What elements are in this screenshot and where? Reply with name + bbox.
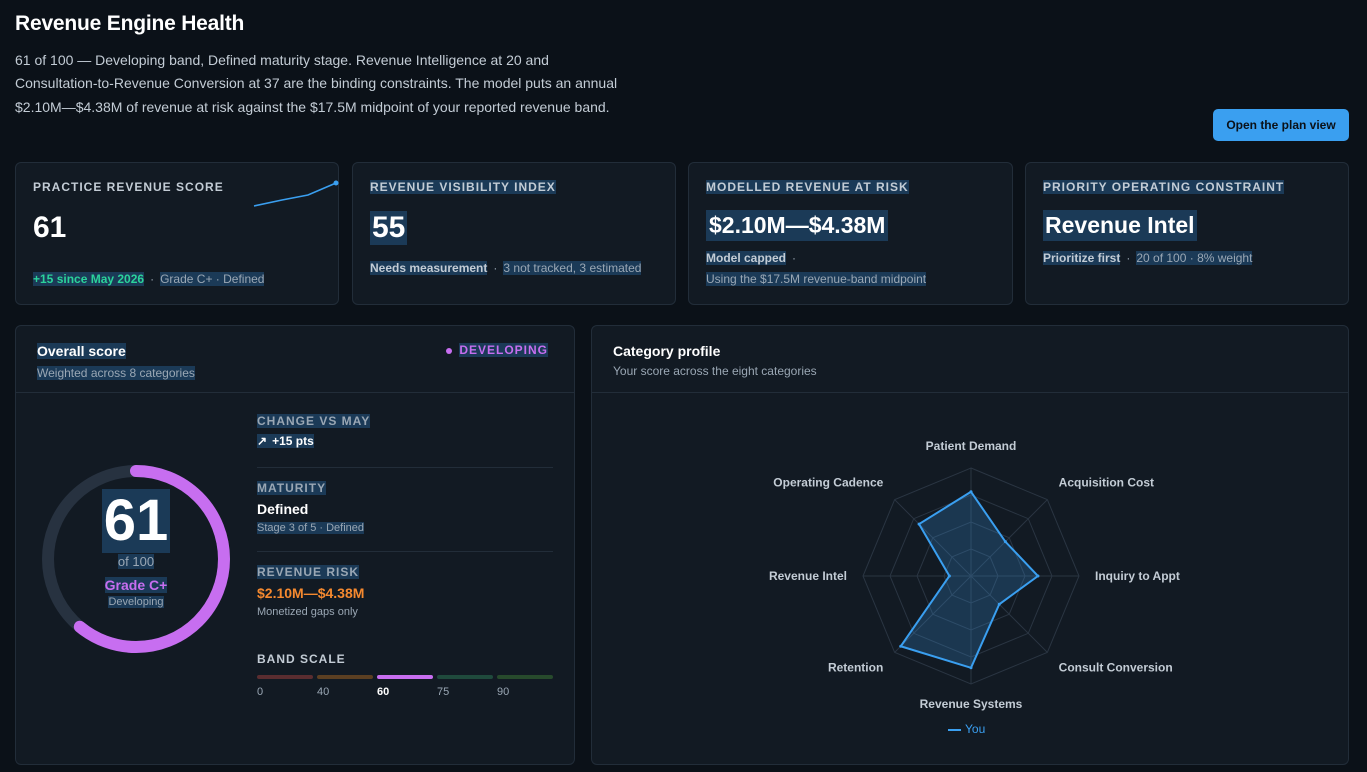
overall-score-value: 61: [101, 488, 171, 553]
kpi-label: MODELLED REVENUE AT RISK: [706, 180, 909, 194]
status-dot-icon: [446, 347, 453, 354]
kpi-delta: +15 since May 2026: [33, 272, 145, 286]
radar-point-operating-cadence: [917, 522, 921, 526]
radar-point-patient-demand: [969, 490, 973, 494]
maturity-value: Defined: [257, 501, 309, 517]
kpi-meta: Grade C+ · Defined: [160, 272, 265, 286]
kpi-label: PRIORITY OPERATING CONSTRAINT: [1043, 180, 1285, 194]
radar-axis-label: Inquiry to Appt: [1095, 569, 1180, 583]
band-bar-60: [377, 675, 433, 679]
radar-point-revenue-systems: [969, 666, 973, 670]
band-bar-40: [317, 675, 373, 679]
kpi-meta-line: Needs measurement · 3 not tracked, 3 estim…: [370, 261, 642, 275]
kpi-status: Model capped: [706, 251, 787, 265]
kpi-meta-line: Prioritize first · 20 of 100 · 8% weight: [1043, 251, 1253, 265]
radar-point-inquiry-to-appt: [1036, 574, 1040, 578]
page-title: Revenue Engine Health: [15, 12, 245, 35]
kpi-label: PRACTICE REVENUE SCORE: [33, 180, 224, 194]
scale-tick: 90: [497, 686, 510, 698]
change-value: ↗ +15 pts: [257, 434, 314, 448]
radar-axis-label: Retention: [828, 661, 883, 675]
score-ring-graphic: [42, 465, 230, 653]
ring-progress: [42, 465, 230, 653]
change-stat: CHANGE VS MAY ↗ +15 pts: [257, 414, 371, 448]
divider: [257, 551, 553, 552]
panel-title: Overall score: [37, 343, 126, 359]
divider: [257, 467, 553, 468]
kpi-card-practice-score: PRACTICE REVENUE SCORE 61 +15 since May …: [15, 162, 339, 305]
kpi-meta: 3 not tracked, 3 estimated: [503, 261, 642, 275]
band-label: Developing: [108, 596, 164, 608]
kpi-card-visibility: REVENUE VISIBILITY INDEX 55 Needs measur…: [352, 162, 676, 305]
kpi-value: $2.10M—$4.38M: [706, 210, 889, 241]
maturity-stat: MATURITY Defined Stage 3 of 5 · Defined: [257, 481, 553, 534]
page-summary: 61 of 100 — Developing band, Defined mat…: [15, 52, 618, 115]
status-badge: DEVELOPING: [446, 343, 548, 357]
radar-series-you: [899, 490, 1040, 670]
score-ring: 61 of 100 Grade C+ Developing: [38, 461, 234, 657]
maturity-sub: Stage 3 of 5 · Defined: [257, 522, 365, 534]
panel-subtitle: Your score across the eight categories: [613, 364, 817, 378]
radar-spoke: [970, 499, 1048, 577]
band-scale: BAND SCALE: [257, 652, 346, 666]
risk-sub: Monetized gaps only: [257, 606, 358, 618]
radar-axis-label: Revenue Systems: [920, 697, 1023, 711]
risk-value: $2.10M—$4.38M: [257, 585, 365, 601]
radar-spoke: [894, 575, 972, 653]
radar-axis-label: Consult Conversion: [1059, 661, 1173, 675]
kpi-value: Revenue Intel: [1043, 210, 1197, 241]
scale-tick: 75: [437, 686, 450, 698]
grade-label: Grade C+: [104, 577, 168, 593]
radar-axis-label: Patient Demand: [926, 439, 1017, 453]
open-plan-view-button[interactable]: Open the plan view: [1213, 109, 1349, 141]
scale-tick: 40: [317, 686, 330, 698]
radar-point-revenue-intel: [947, 574, 951, 578]
score-out-of: of 100: [117, 554, 155, 569]
scale-tick-active: 60: [377, 686, 390, 698]
scale-tick: 0: [257, 686, 264, 698]
radar-spoke: [894, 499, 972, 577]
category-profile-panel: Category profile Your score across the e…: [591, 325, 1349, 765]
band-bar-90: [497, 675, 553, 679]
kpi-meta: Using the $17.5M revenue-band midpoint: [706, 272, 927, 286]
panel-subtitle: Weighted across 8 categories: [37, 366, 195, 380]
kpi-meta: 20 of 100 · 8% weight: [1136, 251, 1253, 265]
divider: [592, 392, 1348, 393]
kpi-value: 55: [370, 211, 408, 245]
kpi-card-priority-constraint: PRIORITY OPERATING CONSTRAINT Revenue In…: [1025, 162, 1349, 305]
band-bar-75: [437, 675, 493, 679]
band-bar-0: [257, 675, 313, 679]
kpi-card-revenue-risk: MODELLED REVENUE AT RISK $2.10M—$4.38M M…: [688, 162, 1013, 305]
radar-axis-label: Revenue Intel: [769, 569, 847, 583]
radar-axis-label: Operating Cadence: [773, 475, 883, 489]
kpi-meta-line: Model capped ·: [706, 251, 797, 265]
kpi-label: REVENUE VISIBILITY INDEX: [370, 180, 556, 194]
divider: [16, 392, 574, 393]
kpi-status: Needs measurement: [370, 261, 488, 275]
radar-point-retention: [899, 644, 903, 648]
arrow-up-right-icon: ↗: [257, 434, 268, 448]
panel-title: Category profile: [613, 343, 721, 359]
sparkline-icon: [253, 180, 339, 207]
radar-axis-label: Acquisition Cost: [1059, 475, 1154, 489]
radar-chart: Patient Demand Acquisition Cost Inquiry to…: [769, 439, 1180, 711]
kpi-status: Prioritize first: [1043, 251, 1121, 265]
kpi-meta-line: +15 since May 2026 · Grade C+ · Defined: [33, 272, 265, 286]
radar-point-acquisition-cost: [1003, 540, 1007, 544]
revenue-risk-stat: REVENUE RISK $2.10M—$4.38M Monetized gap…: [257, 565, 553, 618]
kpi-value: 61: [33, 211, 67, 244]
legend-line-icon: [948, 728, 961, 731]
radar-point-consult-conversion: [997, 602, 1001, 606]
overall-score-panel: Overall score Weighted across 8 categori…: [15, 325, 575, 765]
radar-spoke: [970, 575, 1048, 653]
radar-legend: You: [948, 722, 985, 736]
